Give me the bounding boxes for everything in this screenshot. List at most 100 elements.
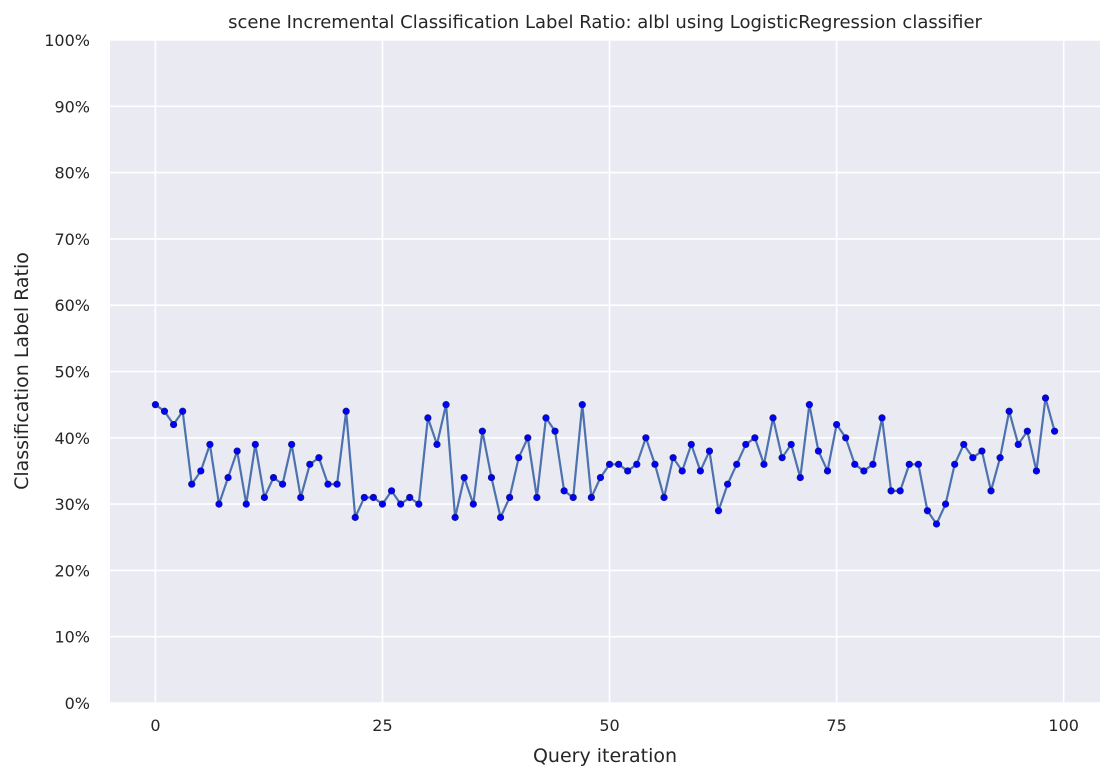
data-point — [951, 460, 959, 468]
data-point — [615, 460, 623, 468]
data-point — [941, 500, 950, 508]
data-point — [996, 454, 1004, 462]
data-point — [369, 493, 377, 502]
data-point — [278, 480, 287, 488]
data-point — [1032, 467, 1041, 475]
data-point — [215, 500, 223, 508]
data-point — [542, 414, 550, 422]
data-point — [306, 460, 314, 468]
y-tick-label: 30% — [54, 495, 90, 514]
data-point — [932, 520, 941, 528]
data-point — [179, 407, 187, 415]
data-point — [515, 454, 523, 462]
data-point — [860, 467, 868, 475]
data-point — [333, 480, 341, 488]
y-tick-label: 100% — [44, 31, 90, 50]
data-point — [1050, 427, 1059, 435]
data-point — [297, 493, 305, 502]
data-point — [451, 513, 459, 521]
data-point — [596, 473, 605, 482]
data-point — [169, 420, 178, 429]
data-point — [351, 513, 359, 521]
data-point — [960, 440, 968, 449]
data-point — [714, 507, 723, 515]
data-point — [160, 407, 169, 415]
data-point — [805, 401, 813, 409]
y-tick-label: 60% — [54, 296, 90, 315]
data-point — [342, 407, 350, 415]
y-tick-label: 50% — [54, 363, 90, 382]
data-point — [851, 460, 859, 468]
data-point — [460, 473, 468, 482]
data-point — [197, 467, 205, 475]
data-point — [778, 454, 786, 462]
data-point — [823, 467, 832, 475]
data-point — [506, 493, 514, 502]
data-point — [406, 493, 414, 502]
data-point — [705, 447, 714, 455]
x-axis-label: Query iteration — [533, 745, 677, 767]
data-point — [415, 500, 423, 508]
data-point — [696, 467, 704, 475]
data-point — [469, 500, 477, 508]
data-point — [533, 493, 541, 502]
data-point — [487, 473, 496, 482]
data-point — [796, 473, 804, 482]
data-point — [188, 480, 196, 488]
data-point — [387, 487, 396, 495]
data-point — [442, 401, 450, 409]
data-point — [1041, 394, 1050, 402]
data-point — [678, 467, 686, 475]
data-point — [315, 454, 323, 462]
data-point — [760, 460, 768, 468]
y-tick-label: 0% — [65, 694, 90, 713]
y-tick-label: 90% — [54, 97, 90, 116]
data-point — [833, 420, 841, 429]
data-point — [360, 493, 368, 502]
x-tick-label: 25 — [372, 716, 392, 735]
data-point — [478, 427, 486, 435]
data-point — [987, 487, 995, 495]
data-point — [151, 401, 160, 409]
data-point — [524, 434, 532, 442]
data-point — [878, 414, 886, 422]
x-tick-label: 0 — [150, 716, 160, 735]
y-tick-label: 70% — [54, 230, 90, 249]
y-tick-labels: 0% 10% 20% 30% 40% 50% 60% 70% 80% 90% 100% — [44, 31, 90, 713]
y-gridlines — [110, 39, 1100, 704]
y-tick-label: 40% — [54, 429, 90, 448]
data-point — [887, 487, 895, 495]
data-point — [569, 493, 577, 502]
data-point — [433, 440, 441, 449]
data-point — [560, 487, 568, 495]
data-point — [842, 434, 850, 442]
data-point — [1005, 407, 1013, 415]
y-tick-label: 20% — [54, 561, 90, 580]
data-point — [914, 460, 922, 468]
data-point — [424, 414, 432, 422]
data-point — [1023, 427, 1031, 435]
data-point — [288, 440, 296, 449]
data-point — [587, 493, 595, 502]
data-point — [687, 440, 695, 449]
x-tick-labels: 0 25 50 75 100 — [150, 716, 1079, 735]
data-point — [787, 440, 795, 449]
data-point — [969, 454, 977, 462]
data-point — [242, 500, 250, 508]
data-point — [769, 414, 777, 422]
data-point — [251, 440, 259, 449]
data-point — [724, 480, 732, 488]
data-point — [660, 493, 668, 502]
x-tick-label: 75 — [826, 716, 846, 735]
data-point — [578, 401, 586, 409]
y-tick-label: 80% — [54, 164, 90, 183]
data-point — [496, 513, 505, 521]
data-point — [324, 480, 332, 488]
data-point — [397, 500, 405, 508]
series-line — [154, 396, 1056, 526]
chart-title: scene Incremental Classification Label R… — [228, 12, 982, 33]
data-point — [233, 447, 241, 455]
series-layer — [151, 394, 1059, 528]
data-point — [651, 460, 659, 468]
